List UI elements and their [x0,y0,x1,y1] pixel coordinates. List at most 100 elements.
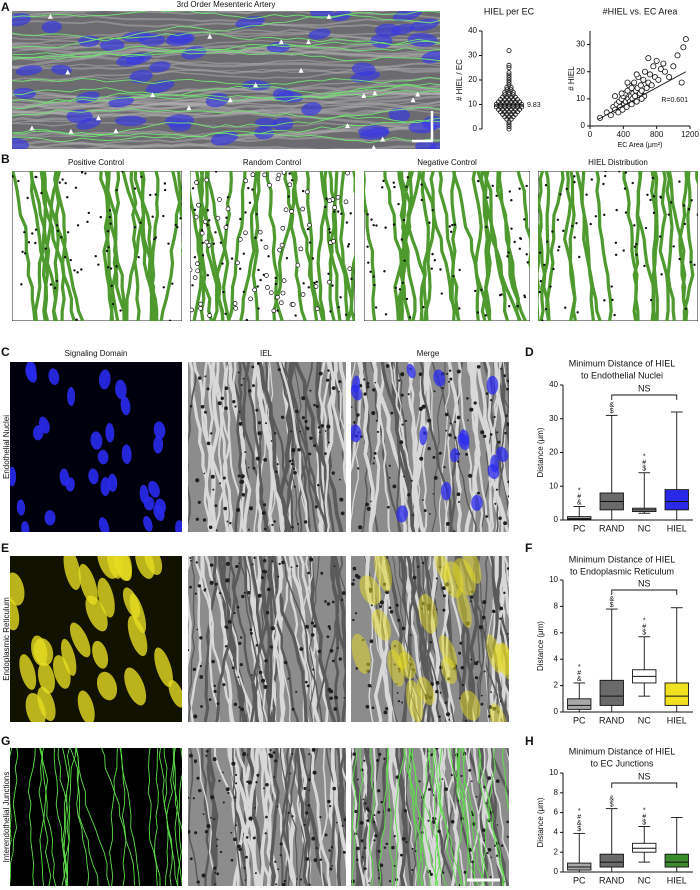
decor-hole [202,813,205,816]
decor-hole [327,369,330,372]
data-point [624,79,631,86]
decor-hole [253,556,256,560]
decor-hole [486,851,489,855]
decor-hole [443,466,446,469]
decor-hole [435,681,440,685]
decor-hole [390,411,394,415]
decor-hole [398,379,401,382]
decor-hole [313,403,316,407]
decor-hole [327,441,330,444]
decor-hole [215,844,218,847]
decor-hole [386,505,390,509]
decor-dot [643,264,646,268]
decor-dot [382,179,385,183]
decor-er [19,654,37,690]
decor-dot [274,276,277,280]
decor-hole [374,834,378,838]
decor-fiber [326,748,346,886]
decor-ring [345,171,350,176]
decor-fiber [682,171,695,321]
panel-letter: H [525,734,534,748]
decor-fiber [478,748,504,886]
decor-dot [222,290,225,294]
decor-dot [255,213,258,216]
decor-nucleus [107,473,118,492]
data-point [647,71,654,78]
box [599,679,624,706]
decor-hole [216,872,220,876]
decor-ring [331,238,336,244]
bracket-label: NS [638,771,651,781]
decor-hole [410,479,413,482]
decor-fiber [387,748,394,886]
micrograph [351,556,509,722]
decor-ring [204,177,210,183]
decor-hole [283,660,288,665]
decor-hole [422,499,424,501]
decor-hole [372,388,376,392]
decor-hole [330,846,334,849]
decor-nucleus [97,449,109,465]
decor-dot [624,211,628,214]
decor-dot [66,231,70,234]
decor-dot [556,249,560,252]
decor-ring [280,290,286,296]
decor-hole [202,518,207,522]
decor-er [25,692,46,722]
decor-dot [552,267,555,271]
decor-fiber [421,362,431,532]
decor-hole [327,625,331,629]
decor-hole [297,523,300,526]
decor-hole [216,702,220,705]
decor-fiber [309,556,337,722]
decor-arrowhead [253,82,259,88]
decor-hole [226,520,229,523]
decor-hole [249,628,253,631]
decor-hole [301,416,306,420]
decor-ring [268,290,274,296]
decor-er [129,593,147,634]
decor-fiber [500,362,509,447]
decor-hole [324,833,328,837]
decor-nucleus [12,137,30,149]
row-label: Endoplasmic Reticulum [2,597,11,681]
decor-hole [441,586,446,590]
decor-nucleus [396,505,408,523]
decor-ring [193,214,199,220]
decor-hole [324,430,327,432]
decor-nucleus [99,369,111,390]
decor-dot [564,306,567,309]
decor-fiber [189,556,204,722]
decor-nucleus [181,46,207,60]
decor-hole [357,467,360,470]
decor-hole [397,618,401,622]
decor-hole [505,414,508,418]
decor-ring [194,180,199,185]
y-axis-label: Distance (μm) [536,621,545,671]
decor-hole [468,847,472,852]
decor-nucleus [350,70,381,83]
decor-dot [507,251,510,254]
decor-dot [485,225,488,229]
decor-hole [263,503,267,507]
decor-dot [602,182,605,186]
significance-mark: * [578,487,581,494]
decor-dot [110,284,113,288]
y-tick-label: 40 [549,380,558,389]
decor-hole [240,707,244,712]
decor-fiber [295,748,309,886]
decor-hole [227,791,230,795]
decor-fiber [269,748,280,886]
decor-fiber [215,362,245,532]
decor-dot [431,208,434,212]
decor-fiber [464,362,481,532]
decor-dot [151,215,154,218]
decor-hole [215,529,218,532]
decor-dot [585,193,588,196]
decor-fiber [257,362,292,532]
decor-dot [696,213,698,216]
decor-fiber [394,748,405,886]
decor-hole [196,880,200,884]
decor-hole [306,684,310,688]
decor-hole [372,821,376,824]
